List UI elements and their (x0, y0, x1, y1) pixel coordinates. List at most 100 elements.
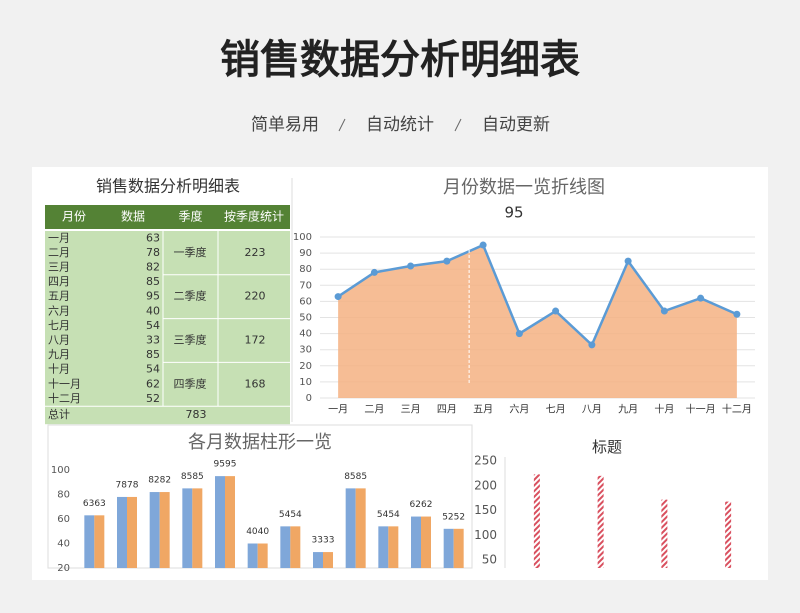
point (515, 330, 523, 338)
value-cell: 95 (146, 290, 160, 303)
y-tick-label: 90 (299, 248, 312, 259)
bar (533, 474, 540, 568)
feature: 自动统计 (366, 115, 434, 135)
x-tick-label: 十月 (654, 403, 674, 416)
y-tick-label: 150 (474, 503, 497, 517)
y-tick-label: 20 (299, 361, 312, 372)
value-cell: 82 (146, 261, 160, 274)
feature: 自动更新 (482, 115, 550, 135)
point (552, 307, 560, 315)
bar (421, 516, 431, 568)
month-cell: 二月 (48, 246, 70, 259)
month-cell: 一月 (48, 231, 70, 244)
y-tick-label: 100 (51, 465, 70, 476)
table-body-bg (45, 231, 290, 425)
bar (225, 476, 235, 568)
point (443, 257, 451, 265)
quarter-total: 223 (245, 246, 266, 259)
month-cell: 五月 (48, 290, 70, 303)
y-tick-label: 80 (299, 264, 312, 275)
value-cell: 85 (146, 348, 160, 361)
bar (323, 552, 333, 568)
value-cell: 40 (146, 304, 160, 317)
quarter-total: 168 (245, 377, 266, 390)
y-tick-label: 50 (299, 313, 312, 324)
total-value: 783 (186, 408, 207, 421)
point (660, 307, 668, 315)
bar (378, 526, 389, 568)
y-tick-label: 100 (293, 232, 312, 243)
x-tick-label: 六月 (509, 404, 529, 416)
x-tick-label: 五月 (473, 404, 493, 416)
data-label: 33 (323, 536, 334, 546)
data-label: 40 (246, 527, 258, 537)
value-cell: 52 (146, 392, 160, 405)
area (338, 245, 737, 398)
y-tick-label: 80 (57, 490, 70, 501)
x-tick-label: 九月 (618, 404, 638, 416)
value-cell: 54 (146, 319, 160, 332)
bar (355, 488, 366, 568)
data-label: 54 (290, 510, 302, 520)
month-cell: 六月 (48, 304, 70, 317)
month-cell: 九月 (48, 348, 70, 361)
month-cell: 十一月 (48, 376, 81, 390)
data-label: 33 (312, 536, 323, 546)
data-label: 63 (94, 499, 105, 509)
value-cell: 63 (146, 231, 160, 244)
x-tick-label: 四月 (437, 404, 457, 416)
month-cell: 八月 (48, 334, 70, 347)
data-label: 78 (116, 480, 128, 490)
y-tick-label: 70 (299, 280, 312, 291)
table-header: 数据 (121, 209, 145, 224)
bar (345, 488, 356, 568)
total-label: 总计 (48, 407, 70, 421)
x-tick-label: 十二月 (722, 403, 752, 416)
month-cell: 三月 (48, 261, 70, 274)
separator (338, 118, 346, 132)
y-tick-label: 100 (474, 528, 497, 542)
point (334, 293, 342, 301)
data-label: 85 (356, 472, 367, 482)
bar (443, 528, 454, 568)
y-tick-label: 40 (57, 539, 70, 550)
bar (127, 496, 137, 568)
bar (182, 488, 193, 568)
point (370, 268, 378, 276)
table-header: 月份 (62, 210, 86, 224)
bar (290, 526, 301, 568)
data-label: 85 (181, 472, 192, 482)
x-tick-label: 八月 (582, 404, 602, 416)
month-cell: 十二月 (48, 391, 81, 405)
bar (725, 501, 732, 568)
point (697, 294, 705, 302)
bar (313, 552, 323, 568)
month-cell: 七月 (48, 319, 70, 332)
table-header-bg (45, 205, 290, 229)
y-tick-label: 30 (299, 345, 312, 356)
quarter-total: 220 (245, 290, 266, 303)
point (479, 241, 487, 249)
x-tick-label: 七月 (546, 404, 566, 416)
bar (84, 515, 95, 568)
data-label: 52 (454, 512, 465, 522)
bar (597, 475, 604, 568)
y-tick-label: 60 (299, 296, 312, 307)
bar (453, 528, 464, 568)
y-tick-label: 200 (474, 478, 497, 492)
bar (411, 516, 421, 568)
data-label: 54 (279, 510, 291, 520)
value-cell: 33 (146, 334, 160, 347)
bar (149, 492, 160, 568)
x-tick-label: 一月 (328, 404, 348, 416)
y-tick-label: 10 (299, 377, 312, 388)
month-cell: 四月 (48, 275, 70, 288)
y-tick-label: 0 (306, 393, 312, 404)
data-label: 62 (410, 500, 421, 510)
quarter-cell: 一季度 (174, 245, 207, 259)
value-cell: 85 (146, 275, 160, 288)
point (624, 257, 632, 265)
annotation: 95 (504, 204, 523, 222)
y-tick-label: 40 (299, 329, 312, 340)
bar (388, 526, 399, 568)
